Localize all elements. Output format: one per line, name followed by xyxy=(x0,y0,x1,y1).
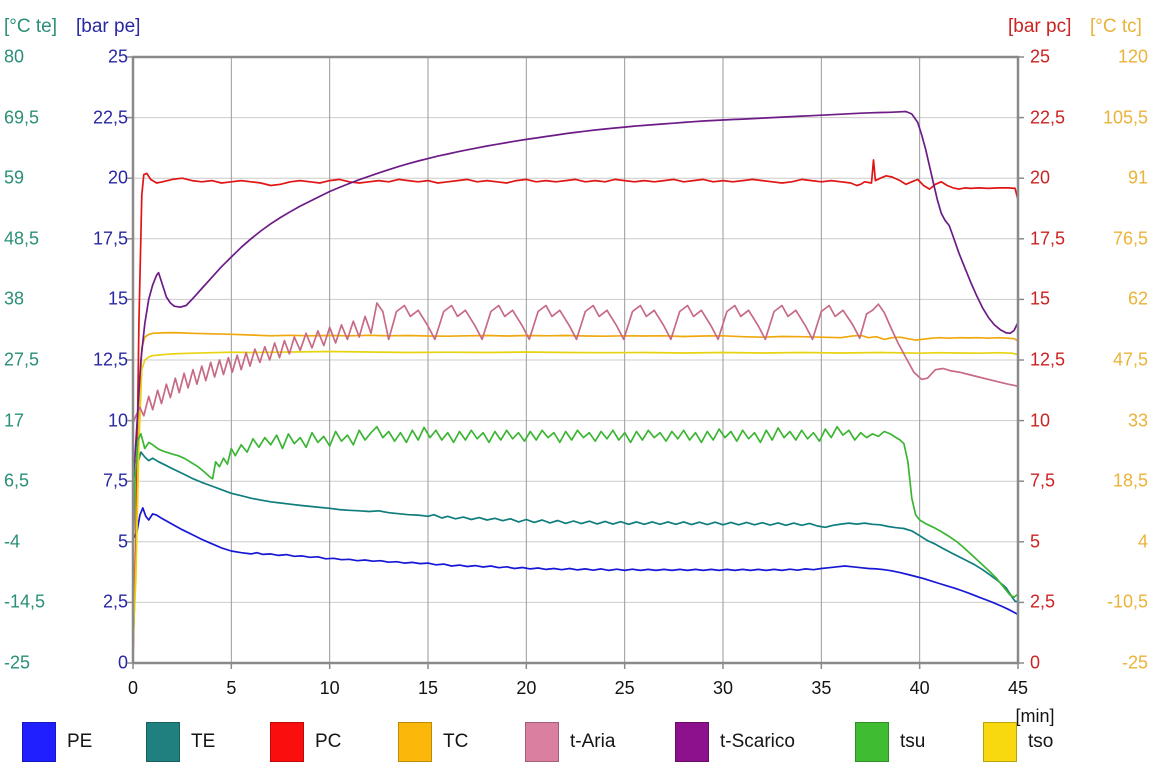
axis-title-te: [°C te] xyxy=(4,16,58,37)
tick-label-te: 27,5 xyxy=(4,349,40,370)
tick-label-te: 69,5 xyxy=(4,107,40,128)
tick-label-pc: 2,5 xyxy=(1030,591,1056,612)
tick-label-pe: 12,5 xyxy=(92,349,128,370)
tick-label-pe: 20 xyxy=(107,167,128,188)
tick-label-tc: 105,5 xyxy=(1102,107,1148,128)
tick-label-x: 10 xyxy=(319,678,340,698)
tick-label-tc: 47,5 xyxy=(1112,349,1148,370)
legend-label: tsu xyxy=(900,731,926,752)
series-TC xyxy=(132,331,1019,644)
tick-label-x: 45 xyxy=(1007,678,1029,698)
tick-label-pc: 10 xyxy=(1030,410,1051,431)
tick-label-tc: -10,5 xyxy=(1106,591,1148,612)
y-axis-te-ticks: 80 69,5 59 48,5 38 27,5 17 6,5 -4 -14,5 -25 xyxy=(4,0,62,768)
tick-label-pc: 7,5 xyxy=(1030,470,1056,491)
axis-title-pc: [bar pc] xyxy=(1008,16,1072,37)
tick-label-pc: 22,5 xyxy=(1030,107,1066,128)
legend-swatch-t-Scarico xyxy=(675,722,709,762)
legend-label: t-Scarico xyxy=(720,731,795,752)
y-axis-tc-ticks: 120 105,5 91 76,5 62 47,5 33 18,5 4 -10,5 -25 xyxy=(1082,0,1148,768)
tick-label-pc: 20 xyxy=(1030,167,1051,188)
tick-label-tc: 4 xyxy=(1137,531,1148,552)
series-PC xyxy=(132,159,1019,659)
tick-label-pc: 25 xyxy=(1030,46,1051,67)
tick-label-pc: 12,5 xyxy=(1030,349,1066,370)
series-t-Aria xyxy=(132,302,1019,424)
legend-swatch-tsu xyxy=(855,722,889,762)
x-axis-unit-label: [min] xyxy=(1015,706,1055,726)
tick-label-te: 38 xyxy=(4,288,25,309)
tick-label-pe: 0 xyxy=(117,652,128,673)
tick-label-x: 35 xyxy=(811,678,832,698)
tick-label-pe: 15 xyxy=(107,288,128,309)
legend-swatch-TC xyxy=(398,722,432,762)
series-TE xyxy=(132,451,1019,603)
tick-label-tc: 120 xyxy=(1117,46,1148,67)
tick-label-te: -14,5 xyxy=(4,591,46,612)
tick-label-pe: 2,5 xyxy=(102,591,128,612)
tick-label-pe: 7,5 xyxy=(102,470,128,491)
series-PE xyxy=(132,507,1019,616)
tick-label-pe: 22,5 xyxy=(92,107,128,128)
tick-label-x: 40 xyxy=(909,678,930,698)
tick-label-tc: 18,5 xyxy=(1112,470,1148,491)
tick-label-te: 6,5 xyxy=(4,470,30,491)
y-axis-pe-ticks: 25 22,5 20 17,5 15 12,5 10 7,5 5 2,5 0 xyxy=(66,0,128,768)
legend-label: tso xyxy=(1028,731,1054,752)
legend-swatch-PC xyxy=(270,722,304,762)
tick-label-pe: 17,5 xyxy=(92,228,128,249)
legend-label: PC xyxy=(315,731,342,752)
legend-swatch-TE xyxy=(146,722,180,762)
series-t-Scarico xyxy=(132,110,1019,482)
tick-label-te: -25 xyxy=(4,652,31,673)
tick-label-pc: 0 xyxy=(1030,652,1041,673)
tick-label-x: 15 xyxy=(417,678,439,698)
legend-label: PE xyxy=(67,731,93,752)
axis-title-pe: [bar pe] xyxy=(76,16,141,37)
tick-label-te: 59 xyxy=(4,167,25,188)
legend-swatch-t-Aria xyxy=(525,722,559,762)
legend-label: t-Aria xyxy=(570,731,616,752)
tick-label-x: 0 xyxy=(127,678,138,698)
tick-label-pc: 17,5 xyxy=(1030,228,1066,249)
legend-label: TE xyxy=(191,731,216,752)
tick-label-pe: 10 xyxy=(107,410,128,431)
legend-label: TC xyxy=(443,731,469,752)
tick-label-tc: 33 xyxy=(1127,410,1148,431)
axis-title-tc: [°C tc] xyxy=(1090,16,1142,37)
tick-label-te: 17 xyxy=(4,410,25,431)
tick-label-te: 48,5 xyxy=(4,228,40,249)
series-tsu xyxy=(132,425,1019,598)
tick-label-tc: 76,5 xyxy=(1112,228,1148,249)
tick-label-pe: 25 xyxy=(107,46,128,67)
tick-label-x: 25 xyxy=(614,678,635,698)
legend-swatch-tso xyxy=(983,722,1017,762)
tick-label-te: -4 xyxy=(4,531,21,552)
tick-label-tc: 91 xyxy=(1127,167,1148,188)
tick-label-x: 5 xyxy=(226,678,237,698)
tick-label-tc: 62 xyxy=(1127,288,1148,309)
tick-label-pe: 5 xyxy=(117,531,128,552)
y-axis-pc-ticks: 25 22,5 20 17,5 15 12,5 10 7,5 5 2,5 0 xyxy=(1030,0,1090,768)
tick-label-pc: 15 xyxy=(1030,288,1051,309)
legend-swatch-PE xyxy=(22,722,56,762)
tick-label-te: 80 xyxy=(4,46,25,67)
series-tso xyxy=(132,350,1019,644)
tick-label-x: 30 xyxy=(712,678,734,698)
tick-label-x: 20 xyxy=(516,678,537,698)
tick-label-tc: -25 xyxy=(1121,652,1148,673)
tick-label-pc: 5 xyxy=(1030,531,1041,552)
